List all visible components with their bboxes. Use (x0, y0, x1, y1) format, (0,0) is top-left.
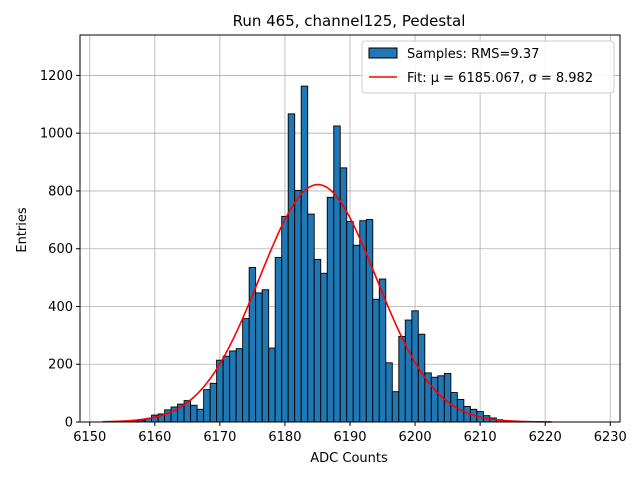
histogram-bar (424, 372, 432, 423)
x-tick-label: 6160 (138, 430, 171, 445)
histogram-bar (216, 359, 224, 423)
histogram-bar (385, 362, 393, 423)
histogram-bar (307, 213, 315, 423)
legend-label-fit: Fit: μ = 6185.067, σ = 8.982 (407, 71, 593, 86)
histogram-bar (313, 258, 322, 423)
histogram-bar (229, 350, 237, 423)
histogram-bar (430, 376, 439, 423)
histogram-bar (209, 382, 218, 423)
gaussian-fit-line (102, 183, 552, 423)
histogram-bar (398, 336, 406, 423)
chart-title: Run 465, channel125, Pedestal (233, 12, 466, 30)
histogram-bar (333, 125, 341, 423)
x-tick-label: 6210 (464, 430, 497, 445)
histogram-bar (300, 85, 309, 423)
histogram-bar (261, 289, 270, 423)
histogram-bar (281, 215, 289, 423)
histogram-bar (242, 318, 250, 423)
legend-box (361, 40, 615, 94)
legend-label-samples: Samples: RMS=9.37 (407, 47, 539, 62)
histogram-bar (404, 319, 413, 423)
x-tick-label: 6220 (529, 430, 562, 445)
histogram-bar (274, 256, 283, 423)
histogram-bar (372, 298, 380, 423)
histogram-bar (235, 348, 244, 423)
x-axis-ticks: 6150 6160 6170 6180 6190 6200 6210 6220 6230 (73, 422, 627, 445)
y-tick-label: 600 (48, 242, 73, 257)
y-tick-label: 1000 (40, 127, 73, 142)
y-tick-label: 0 (65, 416, 73, 431)
histogram-bar (417, 333, 426, 423)
y-axis-ticks: 0 200 400 600 800 1000 1200 (40, 69, 80, 431)
histogram-bar (391, 391, 400, 423)
y-tick-label: 1200 (40, 69, 73, 84)
histogram-bar (196, 408, 205, 423)
legend: Samples: RMS=9.37 Fit: μ = 6185.067, σ =… (361, 40, 615, 94)
histogram-bar (287, 113, 296, 423)
x-tick-label: 6190 (333, 430, 366, 445)
histogram-bar (346, 221, 354, 423)
x-tick-label: 6150 (73, 430, 106, 445)
y-tick-label: 800 (48, 184, 73, 199)
histogram-bar (294, 189, 302, 423)
histogram-bar (320, 272, 328, 423)
histogram-bars (118, 85, 510, 423)
histogram-bar (352, 244, 361, 423)
histogram-bar (222, 355, 231, 423)
x-tick-label: 6230 (594, 430, 627, 445)
histogram-bar (268, 347, 276, 423)
x-tick-label: 6170 (203, 430, 236, 445)
histogram-bar (255, 292, 263, 423)
y-tick-label: 400 (48, 300, 73, 315)
y-tick-label: 200 (48, 358, 73, 373)
legend-swatch-samples (368, 47, 398, 59)
x-axis-label: ADC Counts (310, 451, 388, 466)
histogram-bar (190, 404, 198, 423)
histogram-bar (443, 373, 452, 423)
histogram-bar (203, 389, 211, 423)
y-axis-label: Entries (15, 207, 30, 253)
x-tick-label: 6200 (399, 430, 432, 445)
histogram-bar (365, 219, 374, 423)
histogram-bar (326, 196, 335, 423)
x-tick-label: 6180 (268, 430, 301, 445)
